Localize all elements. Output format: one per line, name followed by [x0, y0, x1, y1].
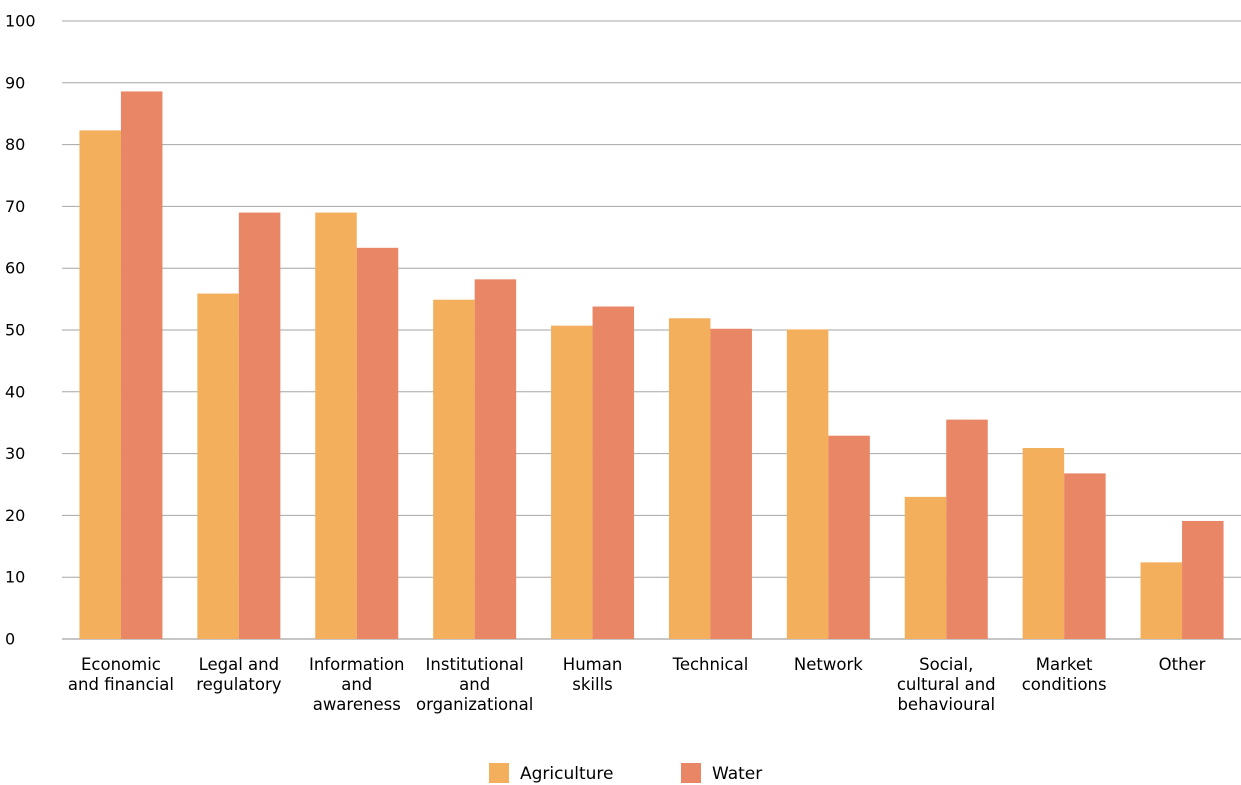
x-tick-label-line: Institutional [426, 655, 524, 674]
x-tick-label-line: Information [309, 655, 405, 674]
x-tick-label: Institutional and organizational [416, 655, 533, 714]
bar-water [356, 247, 399, 639]
legend-swatch-agriculture [489, 763, 509, 783]
x-tick-label-line: Technical [672, 655, 749, 674]
y-tick-label: 60 [5, 259, 25, 278]
x-tick-label-line: Economic [81, 655, 161, 674]
x-tick-label-line: regulatory [196, 675, 282, 694]
bars [79, 91, 1224, 640]
bar-water [592, 306, 635, 639]
y-tick-label: 70 [5, 197, 25, 216]
y-tick-label: 80 [5, 135, 25, 154]
x-tick-label-line: Network [794, 655, 863, 674]
y-tick-label: 50 [5, 321, 25, 340]
legend-label-agriculture: Agriculture [520, 764, 614, 784]
bar-agriculture [315, 212, 357, 639]
bar-agriculture [668, 318, 711, 639]
x-tick-label: Social, cultural and behavioural [897, 655, 996, 714]
y-axis-tick-labels: 0 10 20 30 40 50 60 70 80 90 100 [5, 12, 36, 649]
x-tick-label-line: organizational [416, 695, 533, 714]
bar-water [474, 279, 517, 639]
bar-water [1064, 473, 1106, 639]
bar-agriculture [433, 299, 475, 639]
x-tick-label-line: Market [1036, 655, 1093, 674]
bar-agriculture [1140, 562, 1183, 639]
x-tick-label: Technical [672, 655, 749, 674]
x-tick-label: Network [794, 655, 863, 674]
bar-agriculture [786, 329, 829, 639]
legend: Agriculture Water [489, 763, 762, 784]
x-tick-label: Information and awareness [309, 655, 405, 714]
y-tick-label: 30 [5, 444, 25, 463]
x-tick-label-line: behavioural [897, 695, 995, 714]
x-tick-label-line: and [341, 675, 372, 694]
x-tick-label: Legal and regulatory [196, 655, 282, 694]
x-axis-category-labels: Economic and financial Legal and regulatory… [68, 655, 1206, 714]
x-tick-label-line: Social, [919, 655, 973, 674]
x-tick-label-line: and [459, 675, 490, 694]
bar-water [1182, 520, 1224, 639]
y-tick-label: 10 [5, 568, 25, 587]
bar-water [946, 419, 988, 639]
bar-agriculture [904, 496, 947, 639]
x-tick-label: Economic and financial [68, 655, 174, 694]
y-tick-label: 40 [5, 382, 25, 401]
x-tick-label-line: awareness [313, 695, 401, 714]
legend-swatch-water [681, 763, 701, 783]
bar-agriculture [79, 130, 121, 640]
y-tick-label: 0 [5, 630, 15, 649]
y-tick-label: 100 [5, 12, 36, 31]
x-tick-label-line: Other [1159, 655, 1206, 674]
bar-agriculture [197, 293, 239, 639]
x-tick-label-line: Human [563, 655, 623, 674]
bar-agriculture [1022, 448, 1065, 639]
bar-water [828, 435, 870, 639]
bar-water [710, 328, 752, 639]
x-tick-label: Other [1159, 655, 1206, 674]
x-tick-label: Human skills [563, 655, 623, 694]
x-tick-label-line: conditions [1022, 675, 1107, 694]
x-tick-label-line: and financial [68, 675, 174, 694]
x-tick-label-line: Legal and [199, 655, 280, 674]
x-tick-label: Market conditions [1022, 655, 1107, 694]
x-tick-label-line: cultural and [897, 675, 996, 694]
legend-label-water: Water [712, 764, 762, 784]
bar-water [238, 212, 281, 639]
bar-water [120, 91, 163, 639]
y-tick-label: 90 [5, 73, 25, 92]
x-tick-label-line: skills [572, 675, 613, 694]
y-tick-label: 20 [5, 506, 25, 525]
bar-agriculture [551, 325, 593, 639]
